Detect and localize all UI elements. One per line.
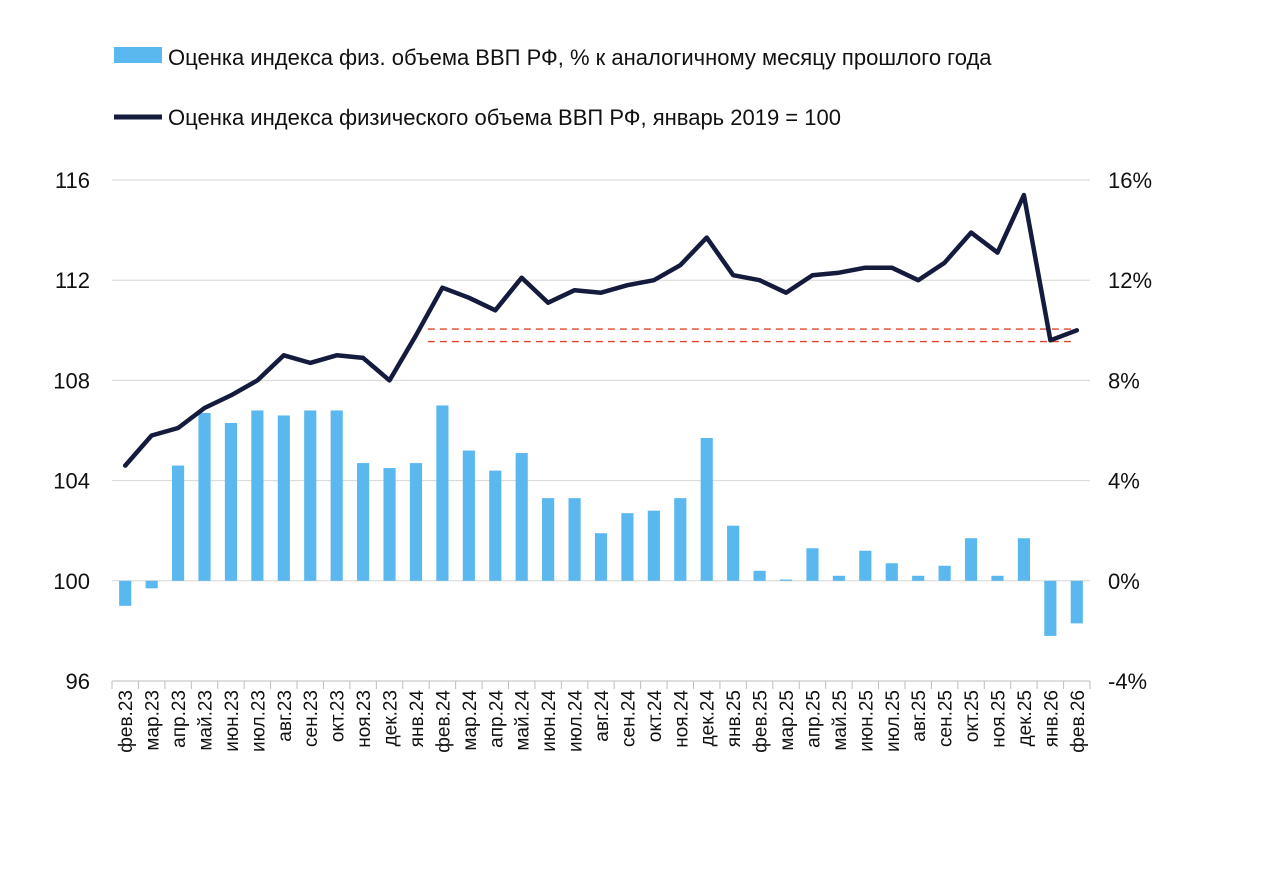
- x-tick-label: мар.24: [460, 690, 481, 751]
- x-tick-label: сен.24: [618, 690, 639, 747]
- bar: [912, 575, 925, 581]
- right-tick-label: 0%: [1108, 569, 1140, 594]
- x-tick-label: апр.25: [803, 690, 824, 748]
- bar: [674, 498, 687, 581]
- x-tick-label: ноя.24: [671, 690, 692, 748]
- x-tick-label: июн.25: [856, 690, 877, 752]
- bar: [700, 438, 713, 581]
- left-tick-label: 100: [53, 569, 90, 594]
- bar: [1070, 580, 1083, 624]
- x-tick-label: мар.25: [777, 690, 798, 751]
- x-tick-label: июн.24: [539, 690, 560, 752]
- right-tick-label: 4%: [1108, 469, 1140, 494]
- x-tick-label: июн.23: [222, 690, 243, 752]
- x-tick-label: июл.25: [883, 690, 904, 752]
- legend-bar-label: Оценка индекса физ. объема ВВП РФ, % к а…: [168, 45, 992, 70]
- bar: [409, 463, 423, 581]
- x-tick-label: авг.25: [909, 690, 930, 742]
- bar: [119, 580, 132, 606]
- left-tick-label: 96: [66, 669, 90, 694]
- legend-line-label: Оценка индекса физического объема ВВП РФ…: [168, 105, 841, 130]
- x-tick-label: ноя.23: [354, 690, 375, 748]
- bar: [224, 422, 238, 581]
- bar: [304, 410, 317, 581]
- x-tick-label: янв.26: [1041, 690, 1062, 747]
- bar: [859, 550, 872, 581]
- right-tick-label: -4%: [1108, 669, 1147, 694]
- bar: [436, 405, 449, 581]
- bar: [938, 565, 951, 581]
- left-tick-label: 104: [53, 469, 90, 494]
- bar: [568, 498, 581, 581]
- bar: [964, 538, 978, 581]
- bar: [330, 410, 343, 581]
- x-tick-label: фев.24: [433, 690, 454, 753]
- left-axis: 96 100 104 108 112 116: [53, 168, 90, 694]
- left-tick-label: 116: [55, 168, 90, 193]
- bar: [885, 563, 898, 581]
- bar: [357, 463, 370, 581]
- x-tick-label: фев.23: [116, 690, 137, 753]
- x-tick-label: фев.25: [751, 690, 772, 753]
- x-tick-label: дек.25: [1015, 690, 1036, 746]
- x-tick-label: апр.23: [169, 690, 190, 748]
- x-tick-label: дек.24: [698, 690, 719, 747]
- bar: [806, 548, 819, 581]
- left-tick-label: 108: [53, 368, 90, 393]
- bar: [621, 513, 634, 581]
- bar: [277, 415, 290, 581]
- x-tick-label: окт.23: [328, 690, 349, 742]
- bar: [991, 575, 1004, 581]
- bar: [832, 575, 845, 581]
- bar: [515, 453, 528, 581]
- bar: [753, 570, 766, 581]
- x-tick-label: мар.23: [143, 690, 164, 751]
- x-tick-label: апр.24: [486, 690, 507, 748]
- bar: [594, 533, 608, 581]
- x-tick-label: дек.23: [381, 690, 402, 746]
- right-tick-label: 16%: [1108, 168, 1152, 193]
- legend: Оценка индекса физ. объема ВВП РФ, % к а…: [114, 45, 992, 130]
- right-tick-label: 8%: [1108, 368, 1140, 393]
- bar: [779, 579, 793, 581]
- line-series: [122, 192, 1080, 468]
- x-tick-label: июл.24: [566, 690, 587, 752]
- bar: [1044, 580, 1057, 636]
- bar: [383, 468, 396, 581]
- bar: [251, 410, 264, 581]
- x-tick-label: май.24: [513, 690, 534, 751]
- bar: [542, 498, 555, 581]
- x-tick-label: янв.25: [724, 690, 745, 747]
- right-axis: -4% 0% 4% 8% 12% 16%: [1108, 168, 1152, 694]
- x-tick-label: авг.24: [592, 690, 613, 742]
- left-tick-label: 112: [55, 268, 90, 293]
- x-tick-label: сен.23: [301, 690, 322, 747]
- x-tick-label: янв.24: [407, 690, 428, 748]
- x-tick-label: июл.23: [248, 690, 269, 752]
- legend-bar-swatch: [114, 47, 162, 63]
- x-tick-label: ноя.25: [988, 690, 1009, 748]
- x-tick-label: окт.24: [645, 690, 666, 743]
- x-tick-label: окт.25: [962, 690, 983, 742]
- x-tick-label: май.25: [830, 690, 851, 751]
- bar-series: [119, 405, 1083, 636]
- bar: [462, 450, 475, 581]
- x-tick-label: авг.23: [275, 690, 296, 742]
- x-tick-label: сен.25: [936, 690, 957, 747]
- x-tick-label: май.23: [196, 690, 217, 751]
- bar: [1017, 538, 1030, 581]
- bar: [145, 580, 158, 589]
- bar: [172, 465, 185, 581]
- bar: [727, 525, 740, 581]
- line-path: [122, 192, 1080, 468]
- x-tick-label: фев.26: [1068, 690, 1089, 753]
- bar: [489, 470, 502, 581]
- bar: [198, 412, 211, 581]
- x-axis: фев.23 мар.23 апр.23 май.23 июн.23 июл.23 авг.…: [111, 681, 1091, 753]
- reference-lines: [427, 328, 1075, 343]
- right-tick-label: 12%: [1108, 268, 1152, 293]
- bar: [647, 510, 660, 581]
